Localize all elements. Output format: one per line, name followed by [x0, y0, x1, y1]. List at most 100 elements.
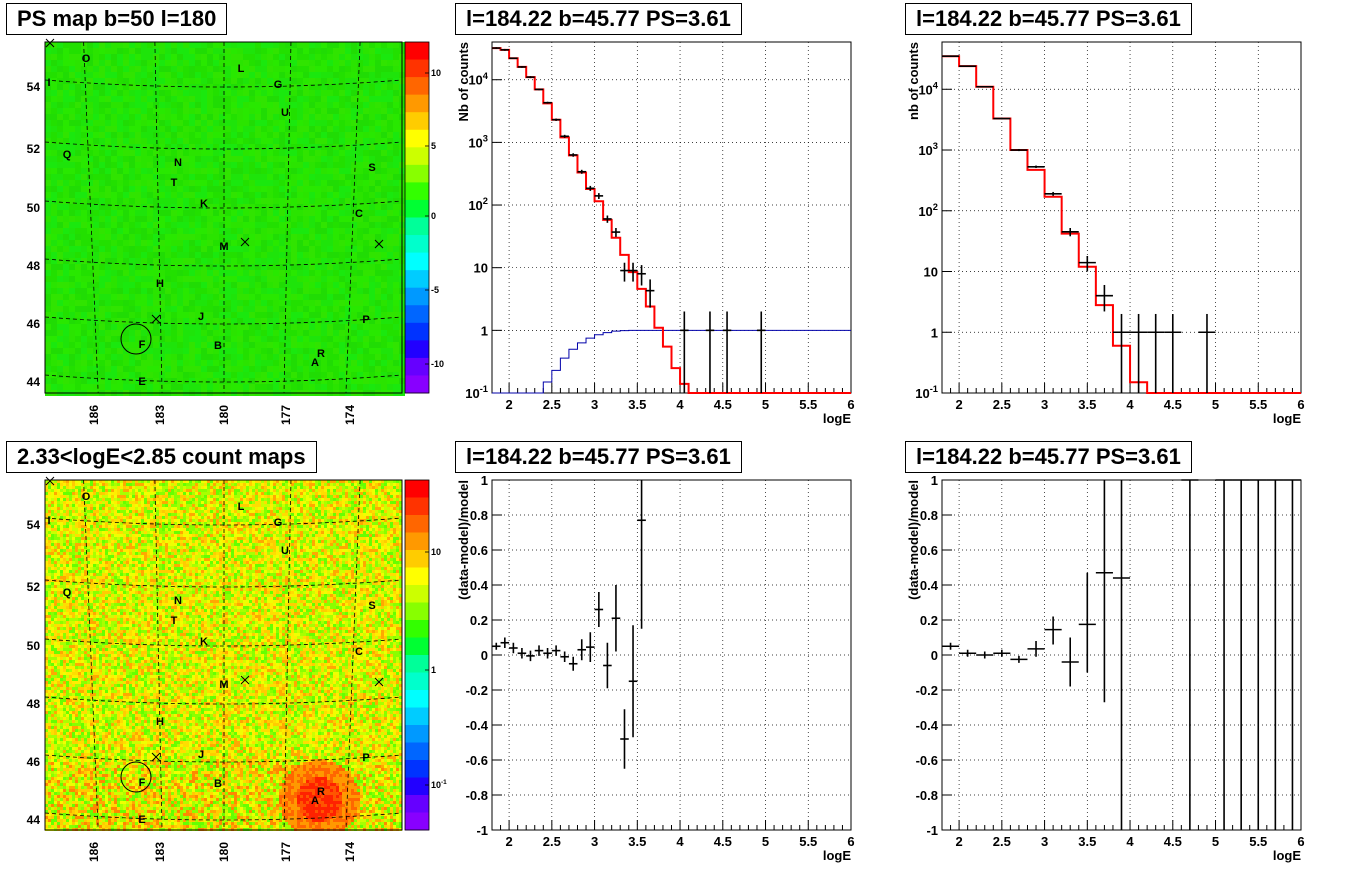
map-source-label: U	[281, 107, 289, 119]
x-axis-label: logE	[1273, 411, 1301, 426]
y-tick-label: 0.4	[920, 578, 939, 593]
map-source-label: T	[171, 177, 178, 189]
y-tick-label: 0	[931, 648, 938, 663]
map-y-tick-label: 50	[27, 639, 41, 653]
y-tick-label: 0.2	[470, 613, 488, 628]
x-tick-label: 4	[676, 834, 684, 849]
y-tick-label: 0.4	[470, 578, 489, 593]
data-point	[501, 49, 510, 51]
x-tick-label: 2.5	[993, 397, 1011, 412]
spectrum-coarse-chart: 2 2.5 3 3.5 4 4.5 5 5.5 610410310210110-1logEnb …	[906, 42, 1305, 426]
y-tick-label: -0.4	[916, 718, 939, 733]
y-tick-label: 103	[918, 141, 938, 158]
map-source-label: I	[47, 77, 50, 89]
map-x-tick-label: 174	[343, 405, 357, 425]
y-axis-label: (data-model)/model	[456, 480, 471, 600]
map-source-label: A	[311, 795, 319, 807]
data-point	[543, 102, 552, 104]
map-x-tick-label: 177	[279, 842, 293, 862]
map-source-label: P	[362, 314, 369, 326]
x-tick-label: 3.5	[628, 834, 646, 849]
y-tick-label: 0.6	[920, 543, 938, 558]
colorbar-tick-label: 10-1	[431, 779, 447, 790]
y-tick-label: 0.8	[470, 508, 488, 523]
map-x-tick-label: 186	[87, 405, 101, 425]
map-y-tick-label: 46	[27, 317, 41, 331]
map-source-label: H	[156, 278, 164, 290]
map-y-tick-label: 50	[27, 201, 41, 215]
map-x-tick-label: 177	[279, 405, 293, 425]
x-tick-label: 4	[676, 397, 684, 412]
data-point	[959, 66, 976, 67]
map-y-tick-label: 52	[27, 580, 41, 594]
map-source-label: G	[274, 79, 283, 91]
y-tick-label: 102	[468, 196, 488, 213]
y-tick-label: -0.8	[916, 788, 938, 803]
spectrum-fine-chart: 2 2.5 3 3.5 4 4.5 5 5.5 610410310210110-1logENb …	[456, 42, 855, 426]
map-source-label: M	[219, 241, 228, 253]
map-x-tick-label: 180	[217, 842, 231, 862]
chart-title-spectrum-coarse: l=184.22 b=45.77 PS=3.61	[905, 3, 1192, 35]
x-tick-label: 4.5	[1164, 397, 1182, 412]
map-x-tick-label: 186	[87, 842, 101, 862]
map-source-label: F	[139, 777, 146, 789]
x-tick-label: 5	[762, 397, 769, 412]
map-source-label: K	[200, 198, 208, 210]
y-tick-label: 104	[468, 71, 488, 88]
map-source-label: L	[238, 63, 245, 75]
chart-title-spectrum-fine: l=184.22 b=45.77 PS=3.61	[455, 3, 742, 35]
x-tick-label: 2.5	[543, 834, 561, 849]
map-source-label: I	[47, 515, 50, 527]
x-tick-label: 3	[1041, 397, 1048, 412]
map-y-tick-label: 48	[27, 259, 41, 273]
x-axis-label: logE	[1273, 848, 1301, 863]
y-axis-label: (data-model)/model	[906, 480, 921, 600]
x-tick-label: 4	[1126, 397, 1134, 412]
x-tick-label: 3.5	[1078, 834, 1096, 849]
map-source-label: E	[138, 376, 145, 388]
map-y-tick-label: 54	[27, 518, 41, 532]
map-source-label: Q	[63, 149, 72, 161]
map-source-label: J	[198, 749, 204, 761]
map-source-label: N	[174, 157, 182, 169]
x-tick-label: 2	[955, 834, 962, 849]
data-point	[509, 58, 518, 59]
x-tick-label: 6	[1297, 834, 1304, 849]
colorbar-tick-label: 0	[431, 211, 436, 221]
x-tick-label: 3	[591, 834, 598, 849]
x-tick-label: 4.5	[714, 397, 732, 412]
x-tick-label: 2.5	[993, 834, 1011, 849]
x-axis-label: logE	[823, 848, 851, 863]
y-axis-label: Nb of counts	[456, 42, 471, 121]
y-tick-label: -0.2	[916, 683, 938, 698]
map-y-tick-label: 44	[27, 375, 41, 389]
map-source-label: O	[82, 491, 91, 503]
x-tick-label: 3.5	[1078, 397, 1096, 412]
x-axis-label: logE	[823, 411, 851, 426]
y-tick-label: -0.2	[466, 683, 488, 698]
map-y-tick-label: 46	[27, 755, 41, 769]
x-tick-label: 5.5	[799, 397, 817, 412]
y-tick-label: 0	[481, 648, 488, 663]
map-source-label: O	[82, 53, 91, 65]
chart-title-residual-fine: l=184.22 b=45.77 PS=3.61	[455, 441, 742, 473]
map-y-tick-label: 52	[27, 142, 41, 156]
map-source-label: B	[214, 778, 222, 790]
map-title-counts: 2.33<logE<2.85 count maps	[6, 441, 317, 473]
x-tick-label: 3	[591, 397, 598, 412]
x-tick-label: 2	[505, 397, 512, 412]
y-tick-label: 10	[474, 261, 488, 276]
x-tick-label: 4.5	[714, 834, 732, 849]
y-axis-label: nb of counts	[906, 42, 921, 120]
data-point	[492, 47, 501, 49]
y-tick-label: 0.6	[470, 543, 488, 558]
plot-frame	[492, 480, 851, 830]
map-x-tick-label: 183	[153, 405, 167, 425]
map-source-label: C	[355, 208, 363, 220]
y-tick-label: -0.4	[466, 718, 489, 733]
y-tick-label: -0.6	[916, 753, 938, 768]
data-point	[1010, 149, 1027, 151]
map-source-label: U	[281, 545, 289, 557]
